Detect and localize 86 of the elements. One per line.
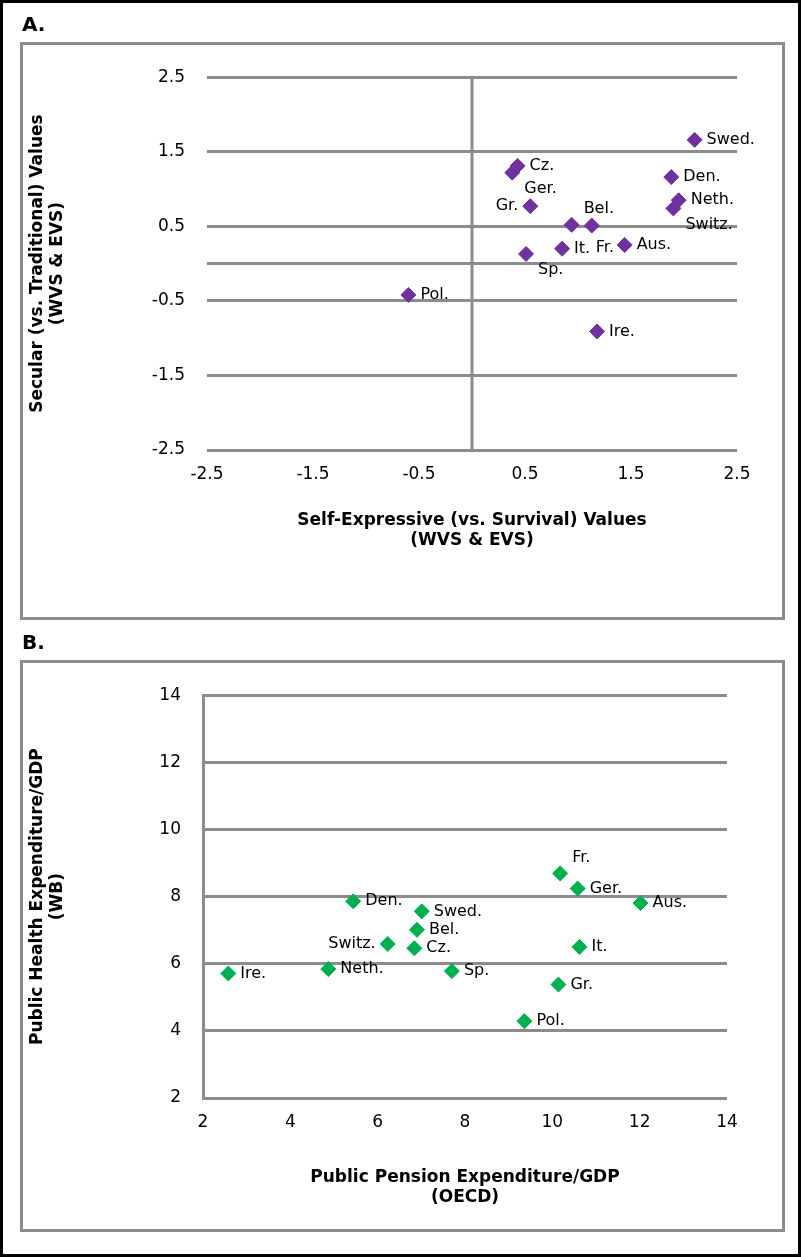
y-tick-label: 0.5 — [157, 214, 185, 235]
y-tick-label: -0.5 — [151, 289, 185, 310]
annotation: Gr. — [495, 195, 519, 215]
annotation: Switz. — [685, 213, 733, 233]
annotation: Ger. — [589, 877, 623, 897]
x-tick-label: 4 — [284, 1110, 296, 1131]
x-tick-label: 2.5 — [723, 462, 751, 483]
point — [504, 164, 521, 181]
annotation: Gr. — [570, 973, 594, 993]
point — [571, 938, 588, 955]
point — [345, 893, 362, 910]
point — [552, 865, 569, 882]
x-axis-title: Self-Expressive (vs. Survival) Values (WVS & EVS) — [297, 508, 647, 550]
point — [554, 240, 571, 257]
y-tick-label: 1.5 — [157, 140, 185, 161]
y-tick-label: 6 — [170, 952, 181, 973]
x-axis-title: Public Pension Expenditure/GDP (OECD) — [310, 1165, 620, 1207]
point — [379, 935, 396, 952]
annotation: It. — [574, 237, 591, 257]
annotation: Aus. — [652, 892, 688, 912]
y-axis-title: Secular (vs. Traditional) Values (WVS & EVS) — [25, 114, 67, 413]
point — [616, 236, 633, 253]
annotation: Bel. — [583, 197, 614, 217]
y-tick-label: -1.5 — [151, 363, 185, 384]
y-axis-title: Public Health Expenditure/GDP (WB) — [25, 748, 67, 1046]
annotation: Fr. — [595, 236, 615, 256]
x-tick-label: -1.5 — [296, 462, 330, 483]
annotation: Switz. — [328, 933, 376, 953]
point — [518, 245, 535, 262]
annotation: Cz. — [529, 155, 555, 175]
point — [400, 286, 417, 303]
point — [589, 323, 606, 340]
point — [569, 880, 586, 897]
x-tick-label: 0.5 — [511, 462, 539, 483]
annotation: Swed. — [706, 128, 755, 148]
annotation: Fr. — [572, 846, 591, 866]
point — [686, 131, 703, 148]
point — [583, 217, 600, 234]
annotation: Den. — [683, 166, 721, 186]
point — [516, 1013, 533, 1030]
text: B. — [22, 630, 45, 654]
y-tick-label: 14 — [159, 683, 181, 704]
point — [320, 961, 337, 978]
point — [665, 200, 682, 217]
annotation: It. — [591, 936, 608, 956]
annotation: Ire. — [240, 962, 267, 982]
annotation: Ire. — [609, 320, 635, 340]
x-tick-label: 1.5 — [617, 462, 645, 483]
x-tick-label: -0.5 — [402, 462, 436, 483]
point — [663, 169, 680, 186]
annotation: Sp. — [463, 960, 490, 980]
point — [550, 976, 567, 993]
y-tick-label: 2.5 — [157, 65, 185, 86]
x-tick-label: 12 — [628, 1110, 651, 1131]
y-tick-label: 4 — [170, 1019, 181, 1040]
x-tick-label: 2 — [197, 1110, 209, 1131]
point — [443, 963, 460, 980]
annotation: Neth. — [340, 958, 384, 978]
annotation: Ger. — [524, 177, 557, 197]
x-tick-label: 14 — [716, 1110, 738, 1131]
annotation: Swed. — [433, 900, 483, 920]
x-tick-label: 6 — [372, 1110, 384, 1131]
y-tick-label: 12 — [159, 750, 181, 771]
point — [563, 216, 580, 233]
annotation: Aus. — [636, 234, 672, 254]
point — [632, 894, 649, 911]
annotation: Den. — [365, 890, 403, 910]
point — [408, 921, 425, 938]
y-tick-label: 8 — [170, 885, 181, 906]
point — [522, 198, 539, 215]
point — [220, 965, 237, 982]
annotation: Cz. — [426, 937, 451, 957]
text: A. — [22, 12, 46, 36]
y-tick-label: -2.5 — [151, 438, 185, 459]
point — [413, 903, 430, 920]
annotation: Bel. — [428, 918, 460, 938]
annotation: Sp. — [538, 259, 564, 279]
y-tick-label: 10 — [159, 817, 181, 838]
x-tick-label: 8 — [459, 1110, 471, 1131]
x-tick-label: -2.5 — [190, 462, 224, 483]
point — [406, 940, 423, 957]
annotation: Pol. — [420, 284, 449, 304]
y-tick-label: 2 — [170, 1086, 181, 1107]
annotation: Pol. — [536, 1010, 565, 1030]
x-tick-label: 10 — [541, 1110, 564, 1131]
annotation: Neth. — [690, 189, 735, 209]
